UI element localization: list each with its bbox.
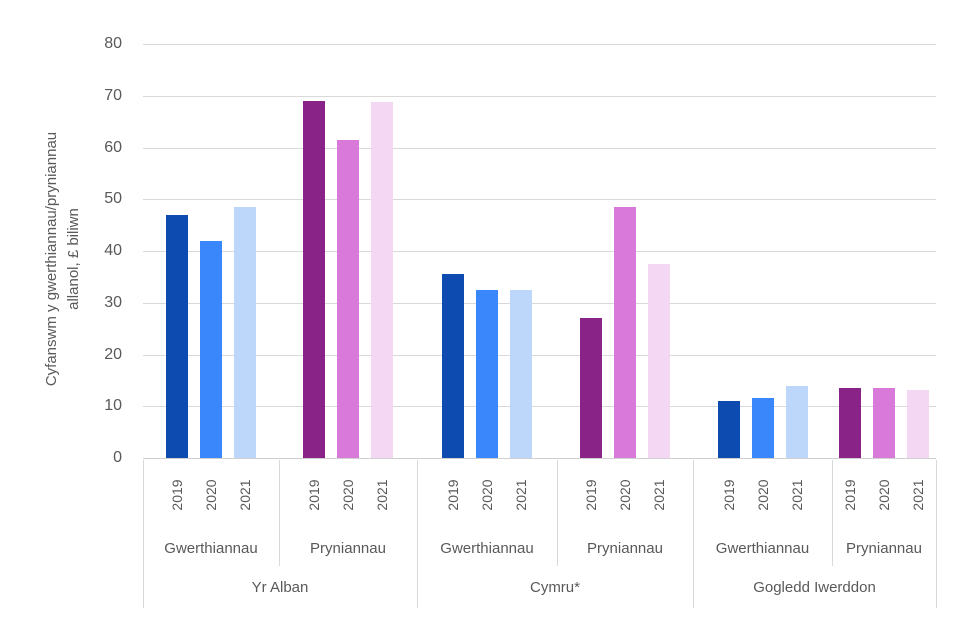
x-axis-line [143, 458, 936, 459]
bar-gogledd-iwerddon-pryniannau-2021 [907, 389, 929, 458]
y-tick-label-10: 10 [104, 397, 122, 415]
region-divider [693, 460, 694, 608]
y-axis-title: Cyfanswm y gwerthiannau/pryniannau allan… [41, 49, 87, 469]
year-label-2019: 2019 [306, 479, 322, 511]
gridline-20 [143, 354, 936, 356]
bar-gogledd-iwerddon-gwerthiannau-2021 [785, 385, 808, 458]
bar-gogledd-iwerddon-gwerthiannau-2020 [751, 398, 774, 458]
y-tick-label-60: 60 [104, 138, 122, 156]
gridline-80 [143, 44, 936, 45]
bar-yr-alban-pryniannau-2021 [371, 101, 393, 458]
year-label-2019: 2019 [720, 479, 737, 511]
subgroup-divider [832, 460, 833, 566]
region-label-cymru-: Cymru* [529, 578, 580, 596]
gridline-30 [143, 302, 936, 304]
y-tick-label-80: 80 [104, 35, 122, 52]
subgroup-divider [279, 460, 280, 566]
subgroup-label-pryniannau: Pryniannau [310, 539, 386, 557]
y-tick-label-30: 30 [104, 293, 122, 311]
y-tick-label-50: 50 [104, 190, 122, 208]
bar-gogledd-iwerddon-gwerthiannau-2019 [717, 401, 740, 458]
year-label-2020: 2020 [479, 479, 495, 511]
year-label-2019: 2019 [169, 479, 185, 511]
bar-yr-alban-gwerthiannau-2020 [200, 240, 222, 458]
bar-cymru--pryniannau-2020 [614, 207, 636, 458]
subgroup-label-gwerthiannau: Gwerthiannau [715, 539, 810, 557]
year-label-2021: 2021 [788, 479, 805, 511]
year-label-2020: 2020 [617, 479, 633, 511]
year-label-2019: 2019 [445, 479, 461, 511]
bar-cymru--gwerthiannau-2019 [442, 274, 464, 458]
year-label-2019: 2019 [583, 479, 599, 511]
bar-gogledd-iwerddon-pryniannau-2019 [839, 388, 861, 458]
subgroup-label-pryniannau: Pryniannau [846, 539, 922, 557]
region-divider [417, 460, 418, 608]
region-label-yr-alban: Yr Alban [251, 578, 309, 596]
region-divider [143, 460, 144, 608]
gridline-50 [143, 199, 936, 201]
bar-cymru--gwerthiannau-2020 [476, 289, 498, 458]
gridline-40 [143, 251, 936, 252]
subgroup-divider [557, 460, 558, 566]
year-label-2021: 2021 [237, 479, 253, 511]
bar-yr-alban-pryniannau-2019 [303, 100, 325, 458]
bar-yr-alban-gwerthiannau-2019 [166, 214, 188, 458]
year-label-2020: 2020 [876, 479, 892, 511]
y-tick-label-20: 20 [104, 345, 122, 363]
gridline-70 [143, 95, 936, 97]
year-label-2021: 2021 [374, 479, 390, 511]
year-label-2021: 2021 [513, 479, 529, 511]
bar-yr-alban-pryniannau-2020 [337, 139, 359, 458]
y-tick-label-0: 0 [113, 449, 122, 466]
bar-gogledd-iwerddon-pryniannau-2020 [873, 388, 895, 458]
year-label-2019: 2019 [842, 479, 858, 511]
subgroup-label-pryniannau: Pryniannau [587, 539, 663, 557]
y-tick-label-70: 70 [104, 86, 122, 104]
bar-cymru--gwerthiannau-2021 [510, 289, 532, 458]
gridline-10 [143, 406, 936, 408]
y-axis-title-line1: Cyfanswm y gwerthiannau/pryniannau [43, 131, 60, 387]
region-label-gogledd-iwerddon: Gogledd Iwerddon [753, 578, 876, 596]
subgroup-label-gwerthiannau: Gwerthiannau [440, 539, 534, 557]
year-label-2021: 2021 [651, 479, 667, 511]
year-label-2020: 2020 [203, 479, 219, 511]
year-label-2020: 2020 [754, 479, 771, 511]
bar-yr-alban-gwerthiannau-2021 [234, 207, 256, 458]
subgroup-label-gwerthiannau: Gwerthiannau [164, 539, 258, 557]
bar-cymru--pryniannau-2019 [580, 318, 602, 458]
year-label-2021: 2021 [910, 479, 926, 511]
year-label-2020: 2020 [340, 479, 356, 511]
gridline-60 [143, 147, 936, 149]
bar-cymru--pryniannau-2021 [648, 263, 670, 458]
y-tick-label-40: 40 [104, 242, 122, 259]
region-divider [936, 460, 937, 608]
